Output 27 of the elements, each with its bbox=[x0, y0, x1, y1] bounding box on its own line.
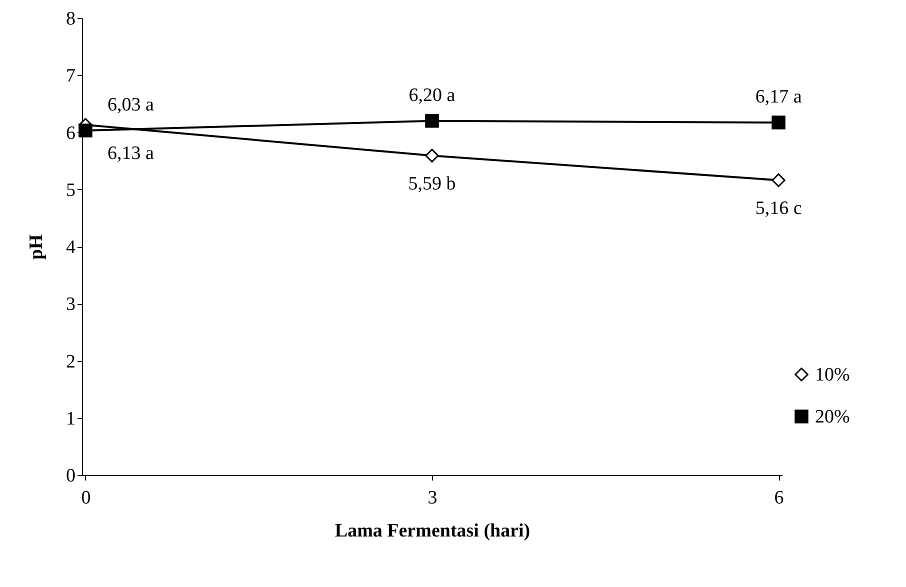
data-label: 6,20 a bbox=[408, 84, 456, 106]
point bbox=[78, 124, 92, 138]
point bbox=[772, 173, 786, 188]
y-axis-title: pH bbox=[26, 234, 47, 260]
y-tick-label: 2 bbox=[66, 351, 76, 372]
y-tick-label: 4 bbox=[66, 237, 76, 258]
x-tick-label: 3 bbox=[428, 488, 438, 508]
y-tick-label: 0 bbox=[66, 466, 76, 486]
point bbox=[425, 114, 439, 128]
y-tick-label: 3 bbox=[66, 294, 76, 316]
data-label: 6,13 a bbox=[107, 142, 154, 164]
data-label: 6,17 a bbox=[755, 86, 802, 108]
legend-label: 20% bbox=[815, 406, 850, 428]
data-label: 5,16 c bbox=[755, 198, 802, 220]
y-tick-label: 5 bbox=[66, 180, 76, 201]
point bbox=[425, 148, 439, 163]
legend-label: 10% bbox=[815, 364, 850, 386]
y-tick-label: 8 bbox=[66, 8, 76, 30]
x-tick-label: 6 bbox=[774, 488, 784, 508]
point bbox=[772, 116, 786, 130]
y-tick-label: 7 bbox=[66, 66, 76, 87]
x-tick-label: 0 bbox=[81, 488, 91, 508]
data-label: 5,59 b bbox=[408, 174, 456, 195]
x-axis-title: Lama Fermentasi (hari) bbox=[334, 520, 530, 542]
data-label: 6,03 a bbox=[107, 94, 154, 116]
y-tick-label: 6 bbox=[66, 122, 76, 144]
y-tick-label: 1 bbox=[66, 408, 76, 430]
